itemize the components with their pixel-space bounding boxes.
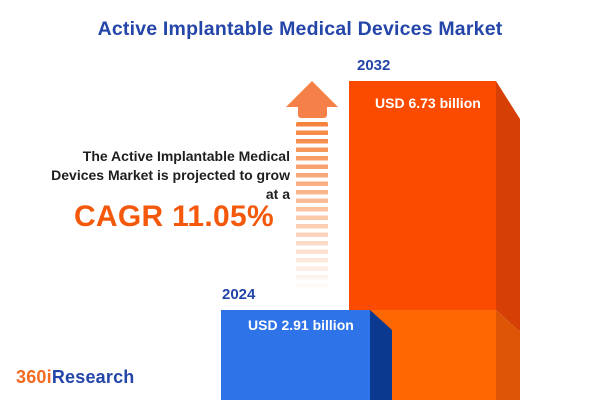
projection-line-1: The Active Implantable Medical <box>82 148 290 164</box>
bar-value-2024: USD 2.91 billion <box>248 317 354 333</box>
bar-value-2032: USD 6.73 billion <box>375 95 481 111</box>
brand-logo-suffix: Research <box>51 367 135 387</box>
bar-2032-front-upper <box>349 81 496 310</box>
bar-2024-side <box>370 310 392 400</box>
projection-line-2: Devices Market is projected to grow <box>51 167 290 183</box>
projection-line-3: at a <box>265 186 290 202</box>
bar-2024-front <box>221 310 370 400</box>
year-label-2032: 2032 <box>357 57 391 74</box>
projection-text: The Active Implantable Medical Devices M… <box>18 147 290 204</box>
growth-arrow-head-icon <box>286 81 338 107</box>
growth-arrow-fade <box>294 122 330 292</box>
brand-logo: 360iResearch <box>16 367 135 388</box>
bar-2032-side-lower <box>496 310 520 400</box>
cagr-value: CAGR 11.05% <box>73 200 274 233</box>
year-label-2024: 2024 <box>222 286 256 303</box>
page-title: Active Implantable Medical Devices Marke… <box>97 18 503 40</box>
brand-logo-prefix: 360i <box>16 367 52 387</box>
bar-2032-side-upper <box>496 81 520 332</box>
